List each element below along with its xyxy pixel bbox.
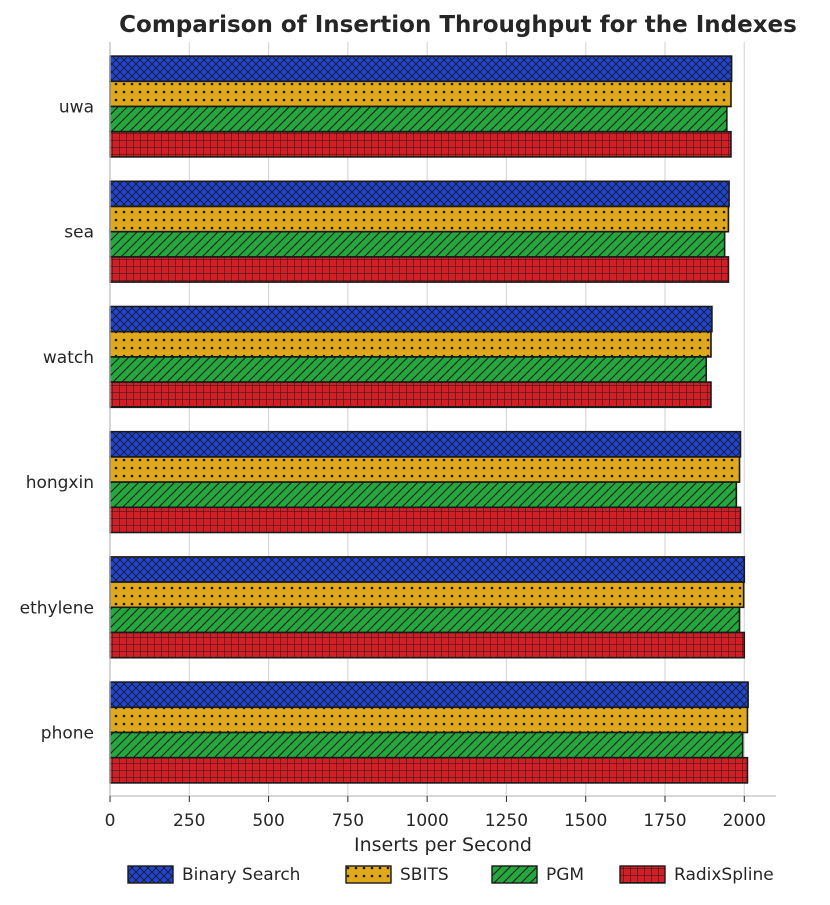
bar-hatch	[109, 256, 730, 283]
bar-hatch	[109, 305, 713, 333]
bar-hatch	[109, 105, 728, 133]
y-tick-label: hongxin	[26, 473, 94, 493]
legend-swatch-hatch	[619, 865, 666, 884]
bar-hatch	[109, 130, 732, 158]
x-tick-label: 1000	[406, 811, 449, 831]
bar-hatch	[109, 80, 732, 108]
bars	[109, 55, 749, 784]
y-tick-label: sea	[64, 223, 94, 243]
bar-hatch	[109, 731, 744, 759]
bar-hatch	[109, 631, 746, 659]
x-tick-label: 1250	[485, 811, 528, 831]
bar-hatch	[109, 430, 742, 458]
grid-lines	[109, 42, 745, 796]
bar-hatch	[109, 330, 712, 358]
bar-hatch	[109, 456, 741, 483]
bar-hatch	[109, 481, 738, 509]
bar-hatch	[109, 681, 749, 709]
bar-hatch	[109, 506, 742, 534]
bar-hatch	[109, 180, 730, 208]
y-tick-labels: uwa sea watch hongxin ethylene phone	[20, 98, 94, 744]
y-tick-label: uwa	[59, 98, 94, 118]
x-axis-label: Inserts per Second	[354, 834, 532, 856]
chart-title: Comparison of Insertion Throughput for t…	[119, 12, 797, 38]
legend-swatch-hatch	[345, 865, 392, 884]
x-tick-label: 500	[252, 811, 284, 831]
legend-swatch-hatch	[491, 865, 538, 884]
bar-hatch	[109, 581, 745, 609]
bar-hatch	[109, 230, 726, 258]
x-tick-label: 750	[332, 811, 364, 831]
legend-label: Binary Search	[182, 865, 300, 885]
bar-hatch	[109, 556, 746, 583]
legend-label: PGM	[546, 865, 584, 885]
bar-hatch	[109, 706, 749, 734]
bar-hatch	[109, 356, 708, 383]
x-tick-labels: 0 250 500 750 1000 1250 1500 1750 2000	[105, 796, 766, 831]
y-tick-label: ethylene	[20, 598, 94, 618]
y-tick-label: phone	[41, 724, 94, 744]
x-tick-label: 2000	[723, 811, 766, 831]
bar-hatch	[109, 205, 730, 233]
legend-label: SBITS	[400, 865, 449, 885]
legend-label: RadixSpline	[674, 865, 774, 885]
legend: Binary Search SBITS PGM RadixSpline	[127, 865, 774, 885]
bar-hatch	[109, 606, 741, 634]
legend-swatch-hatch	[127, 865, 174, 884]
x-tick-label: 1500	[564, 811, 607, 831]
y-tick-label: watch	[43, 348, 94, 368]
bar-hatch	[109, 381, 712, 409]
x-tick-label: 0	[105, 811, 116, 831]
x-tick-label: 250	[173, 811, 205, 831]
x-tick-label: 1750	[643, 811, 686, 831]
bar-hatch	[109, 55, 733, 83]
bar-hatch	[109, 756, 749, 784]
